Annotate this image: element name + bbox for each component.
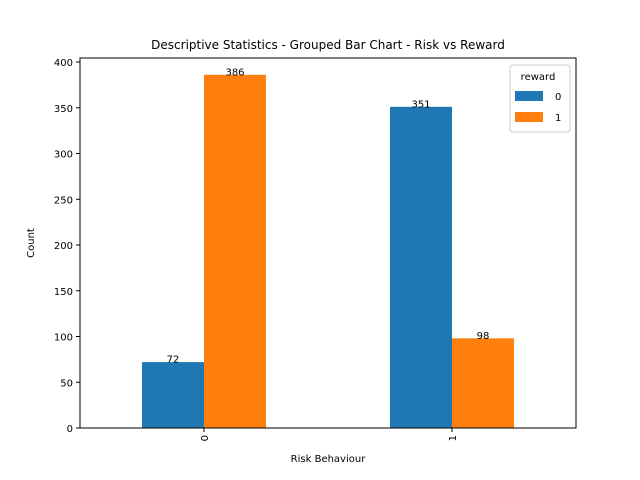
y-tick-label: 200 [54,241,73,252]
y-tick-label: 400 [54,58,73,69]
chart-title: Descriptive Statistics - Grouped Bar Cha… [151,38,505,52]
data-label-1-reward-0: 351 [411,99,430,110]
y-tick-label: 350 [54,104,73,115]
plot-frame [79,57,577,429]
x-axis-label: Risk Behaviour [291,454,367,465]
legend-label-0: 0 [555,92,561,103]
y-tick-label: 50 [60,378,73,389]
y-tick-label: 250 [54,195,73,206]
y-axis: 0 50 100 150 200 250 300 350 400 [54,58,80,435]
legend: reward 0 1 [509,64,571,133]
y-tick-label: 100 [54,333,73,344]
y-tick-label: 300 [54,150,73,161]
legend-title: reward [521,72,556,83]
y-axis-label: Count [26,228,37,258]
data-label-1-reward-1: 98 [477,331,490,342]
bars-group [142,74,514,429]
y-tick-label: 0 [67,424,73,435]
data-label-0-reward-1: 386 [225,67,244,78]
bar-0-reward-1 [204,74,266,428]
x-tick-label: 0 [200,435,211,441]
data-labels-group: 72 386 351 98 [167,67,490,365]
legend-swatch-0 [515,91,543,101]
legend-label-1: 1 [555,113,561,124]
y-tick-label: 150 [54,287,73,298]
bar-1-reward-1 [452,338,514,428]
bar-1-reward-0 [390,106,452,429]
legend-swatch-1 [515,112,543,122]
bar-0-reward-0 [142,362,204,428]
data-label-0-reward-0: 72 [167,355,180,366]
x-tick-label: 1 [448,435,459,441]
